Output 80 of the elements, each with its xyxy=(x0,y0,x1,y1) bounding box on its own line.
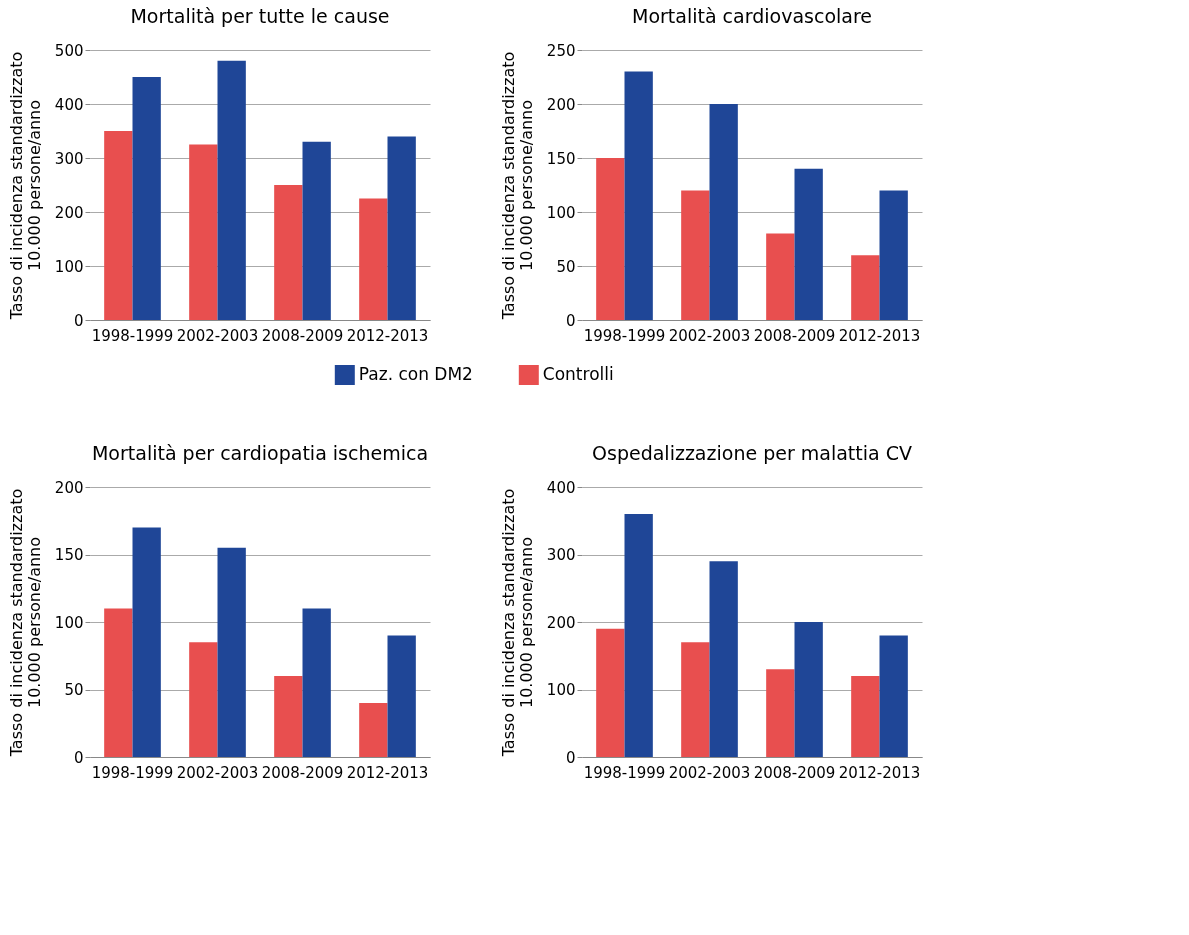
y-tick-label: 400 xyxy=(54,95,84,114)
x-tick-label: 2012-2013 xyxy=(346,326,429,345)
y-tick-label: 50 xyxy=(64,681,84,699)
y-tick-label: 0 xyxy=(73,748,84,767)
bar xyxy=(681,642,710,757)
y-tick-label: 500 xyxy=(54,41,84,60)
y-tick-label: 100 xyxy=(546,203,576,222)
x-tick-label: 2012-2013 xyxy=(838,763,921,782)
bar xyxy=(387,635,416,757)
bar xyxy=(624,514,653,757)
y-axis-title: Tasso di incidenza standardizzato 10.000 persone/anno xyxy=(6,488,44,758)
y-tick-label: 300 xyxy=(546,546,576,564)
x-tick-label: 2002-2003 xyxy=(668,326,751,345)
y-tick-label: 150 xyxy=(546,149,576,168)
bar xyxy=(132,527,161,757)
x-tick-label: 2012-2013 xyxy=(346,763,429,782)
bar xyxy=(709,561,738,757)
legend-label: Paz. con DM2 xyxy=(358,364,473,384)
x-tick-label: 2008-2009 xyxy=(261,326,344,345)
y-tick-label: 0 xyxy=(565,311,576,330)
y-tick-label: 200 xyxy=(546,95,576,114)
bar xyxy=(359,703,388,757)
chart-title: Ospedalizzazione per malattia CV xyxy=(592,442,912,464)
bar xyxy=(766,233,795,320)
y-tick-label: 0 xyxy=(73,311,84,330)
x-tick-label: 1998-1999 xyxy=(91,763,174,782)
y-tick-label: 200 xyxy=(54,478,84,497)
bar xyxy=(132,77,161,320)
y-axis-title: Tasso di incidenza standardizzato 10.000 persone/anno xyxy=(498,488,536,758)
y-axis-title: Tasso di incidenza standardizzato 10.000 persone/anno xyxy=(498,51,536,321)
x-tick-label: 2008-2009 xyxy=(753,763,836,782)
bar xyxy=(709,104,738,320)
chart-title: Mortalità per tutte le cause xyxy=(130,5,390,27)
bar xyxy=(302,141,331,320)
x-tick-label: 1998-1999 xyxy=(583,763,666,782)
y-tick-label: 250 xyxy=(546,41,576,60)
bar xyxy=(217,60,246,320)
bar xyxy=(879,190,908,320)
bar xyxy=(596,158,625,320)
x-tick-label: 1998-1999 xyxy=(91,326,174,345)
bar xyxy=(851,255,880,320)
x-tick-label: 2002-2003 xyxy=(176,763,259,782)
y-tick-label: 0 xyxy=(565,748,576,767)
bar xyxy=(189,642,218,757)
bar xyxy=(851,676,880,757)
x-tick-label: 2002-2003 xyxy=(668,763,751,782)
y-tick-label: 400 xyxy=(546,478,576,497)
y-tick-label: 200 xyxy=(54,203,84,222)
y-tick-label: 200 xyxy=(546,613,576,632)
y-tick-label: 100 xyxy=(54,613,84,632)
legend-label: Controlli xyxy=(542,364,614,384)
bar xyxy=(794,622,823,757)
x-tick-label: 2008-2009 xyxy=(753,326,836,345)
x-tick-label: 2002-2003 xyxy=(176,326,259,345)
y-tick-label: 300 xyxy=(54,149,84,168)
bar xyxy=(189,144,218,320)
x-tick-label: 2008-2009 xyxy=(261,763,344,782)
chart-title: Mortalità per cardiopatia ischemica xyxy=(91,442,429,464)
bar xyxy=(879,635,908,757)
x-tick-label: 1998-1999 xyxy=(583,326,666,345)
bar xyxy=(596,628,625,757)
bar xyxy=(104,608,133,757)
chart-title: Mortalità cardiovascolare xyxy=(631,5,873,27)
y-tick-label: 150 xyxy=(54,546,84,564)
bar xyxy=(274,185,303,320)
bar xyxy=(681,190,710,320)
bar xyxy=(624,71,653,320)
bar xyxy=(766,669,795,757)
y-tick-label: 100 xyxy=(54,257,84,276)
bar xyxy=(274,676,303,757)
y-tick-label: 100 xyxy=(546,681,576,699)
bar xyxy=(302,608,331,757)
bar xyxy=(217,547,246,757)
y-tick-label: 50 xyxy=(556,257,576,276)
y-axis-title: Tasso di incidenza standardizzato 10.000 persone/anno xyxy=(6,51,44,321)
bar xyxy=(359,198,388,320)
bar xyxy=(794,168,823,320)
bar xyxy=(104,131,133,320)
bar xyxy=(387,136,416,320)
x-tick-label: 2012-2013 xyxy=(838,326,921,345)
